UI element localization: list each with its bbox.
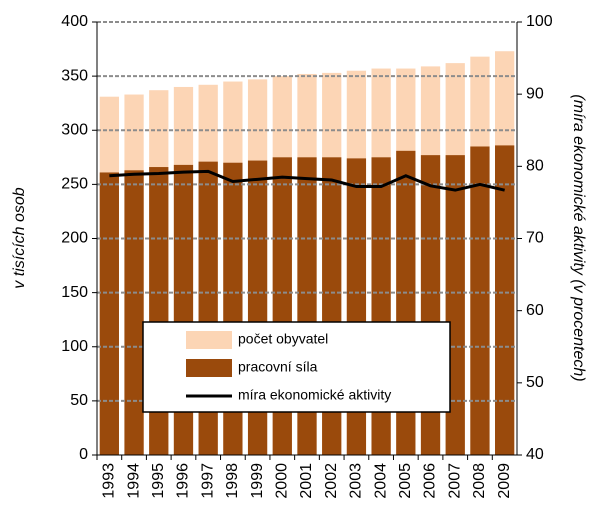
y-axis-label: v tisících osob <box>11 187 28 288</box>
y-tick-label: 200 <box>61 230 88 247</box>
y-tick-label: 150 <box>61 284 88 301</box>
x-tick-label: 2003 <box>348 463 365 499</box>
x-tick-label: 2009 <box>496 463 513 499</box>
legend-swatch <box>186 331 232 349</box>
y-tick-label: 100 <box>61 338 88 355</box>
bar <box>124 170 144 456</box>
x-tick-label: 1996 <box>175 463 192 499</box>
x-tick-label: 2004 <box>372 463 389 499</box>
y-tick-label: 400 <box>61 13 88 30</box>
y2-tick-label: 90 <box>526 85 544 102</box>
legend: počet obyvatel pracovní síla míra ekonomic… <box>142 321 451 413</box>
y2-tick-label: 70 <box>526 230 544 247</box>
y-tick-label: 300 <box>61 121 88 138</box>
y-tick-label: 0 <box>79 446 88 463</box>
y-tick-label: 250 <box>61 176 88 193</box>
x-tick-label: 1998 <box>224 463 241 499</box>
legend-label: pracovní síla <box>238 359 318 375</box>
x-tick-label: 1993 <box>101 463 118 499</box>
legend-label: počet obyvatel <box>238 331 328 347</box>
y2-tick-label: 50 <box>526 374 544 391</box>
x-tick-label: 2008 <box>471 463 488 499</box>
y2-axis-label: (míra ekonomické aktivity (v procentech) <box>570 94 587 381</box>
x-tick-label: 2007 <box>446 463 463 499</box>
bar <box>470 146 490 456</box>
y-tick-label: 350 <box>61 67 88 84</box>
x-tick-label: 1995 <box>150 463 167 499</box>
y2-tick-label: 100 <box>526 13 553 30</box>
x-tick-label: 2006 <box>422 463 439 499</box>
line-series <box>109 169 505 192</box>
x-tick-label: 2005 <box>397 463 414 499</box>
legend-swatch <box>186 359 232 377</box>
x-tick-label: 1994 <box>125 463 142 499</box>
legend-label: míra ekonomické aktivity <box>238 387 391 403</box>
x-tick-label: 1997 <box>199 463 216 499</box>
x-tick-label: 2000 <box>274 463 291 499</box>
x-tick-label: 1999 <box>249 463 266 499</box>
y2-tick-label: 80 <box>526 158 544 175</box>
bar <box>99 172 119 455</box>
y2-tick-label: 40 <box>526 446 544 463</box>
y-tick-label: 50 <box>70 392 88 409</box>
bar <box>495 145 515 455</box>
x-tick-label: 2002 <box>323 463 340 499</box>
y2-tick-label: 60 <box>526 302 544 319</box>
x-tick-label: 2001 <box>298 463 315 499</box>
